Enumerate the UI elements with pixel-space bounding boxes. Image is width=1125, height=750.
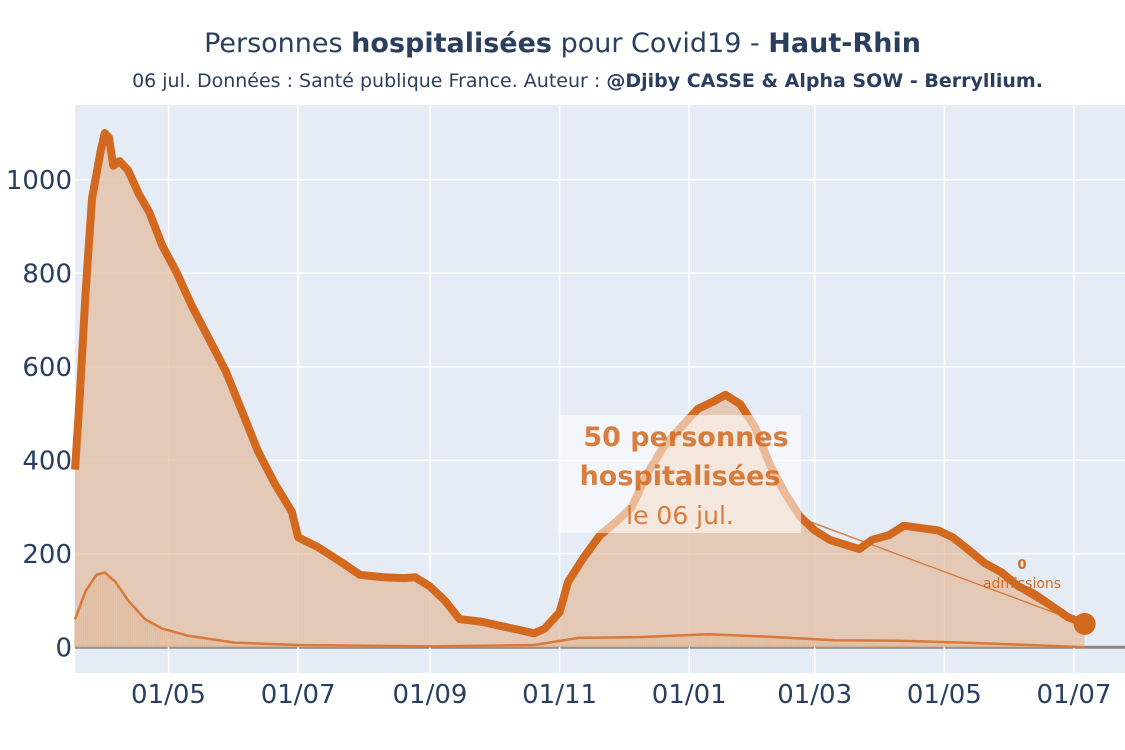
admissions-arrow bbox=[1021, 591, 1053, 611]
y-tick-label: 200 bbox=[22, 540, 72, 570]
admissions-line bbox=[73, 571, 1085, 649]
admissions-value: 0 bbox=[1017, 558, 1026, 573]
chart-title-bold-2: Haut-Rhin bbox=[768, 28, 921, 59]
chart-title-prefix: Personnes bbox=[204, 28, 352, 59]
chart-subtitle: 06 jul. Données : Santé publique France.… bbox=[0, 70, 1125, 92]
x-tick-label: 01/05 bbox=[131, 680, 206, 710]
x-tick-label: 01/11 bbox=[522, 680, 597, 710]
y-axis: 0 200 400 600 800 1000 bbox=[6, 166, 72, 663]
x-tick-label: 01/09 bbox=[392, 680, 467, 710]
x-tick-label: 01/05 bbox=[907, 680, 982, 710]
y-tick-label: 1000 bbox=[6, 166, 72, 196]
chart-subtitle-author: @Djiby CASSE & Alpha SOW - Berryllium. bbox=[606, 70, 1043, 92]
chart-title: Personnes hospitalisées pour Covid19 - H… bbox=[0, 28, 1125, 59]
annotation-line-3: le 06 jul. bbox=[626, 501, 734, 530]
x-axis: 01/05 01/07 01/09 01/11 01/01 01/03 01/05 01/07 bbox=[131, 680, 1111, 710]
chart-title-middle: pour Covid19 - bbox=[552, 28, 769, 59]
y-tick-label: 0 bbox=[55, 633, 72, 663]
x-tick-label: 01/01 bbox=[652, 680, 727, 710]
y-tick-label: 600 bbox=[22, 353, 72, 383]
y-tick-label: 800 bbox=[22, 259, 72, 289]
annotation-arrow bbox=[799, 517, 1085, 625]
chart-subtitle-text: 06 jul. Données : Santé publique France.… bbox=[132, 70, 607, 92]
y-tick-label: 400 bbox=[22, 446, 72, 476]
admissions-label: admissions bbox=[983, 576, 1061, 592]
annotation-line-2: hospitalisées bbox=[580, 461, 781, 492]
hospitalisation-area bbox=[75, 133, 1085, 648]
x-tick-label: 01/07 bbox=[261, 680, 336, 710]
x-tick-label: 01/07 bbox=[1037, 680, 1112, 710]
annotation-box bbox=[558, 415, 801, 533]
hospitalisation-line bbox=[71, 129, 1087, 638]
chart-title-bold-1: hospitalisées bbox=[351, 28, 552, 59]
x-tick-label: 01/03 bbox=[777, 680, 852, 710]
annotation-line-1: 50 personnes bbox=[583, 422, 788, 453]
